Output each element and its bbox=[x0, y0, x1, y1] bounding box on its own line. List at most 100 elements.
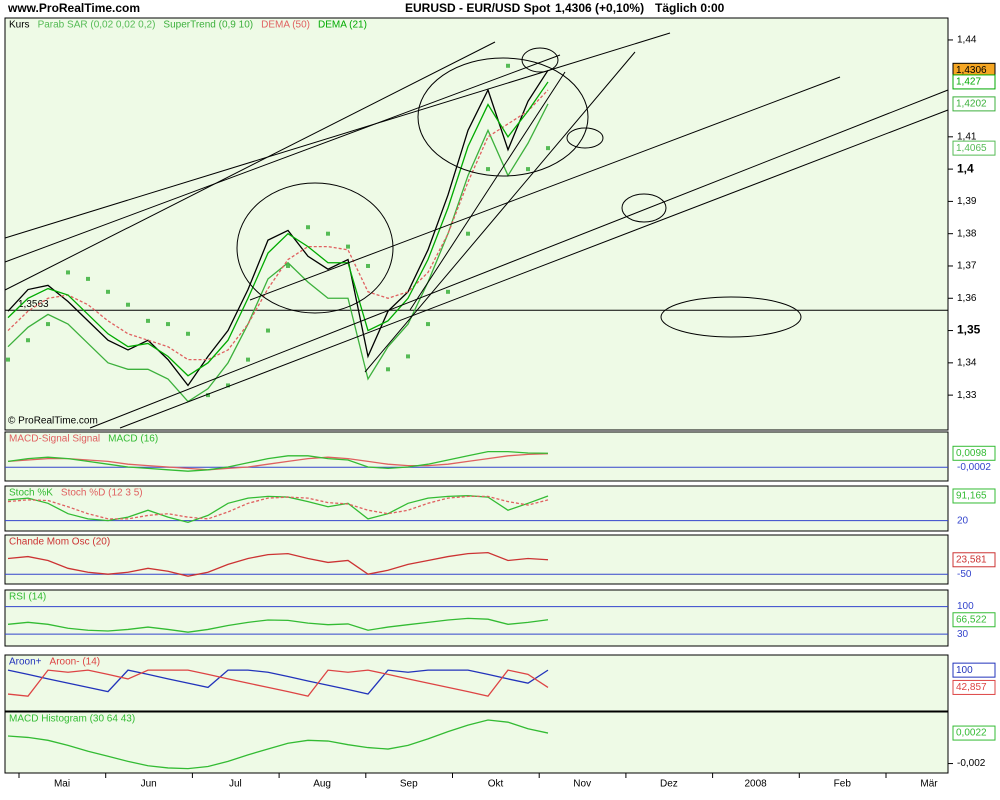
value-box bbox=[952, 612, 996, 628]
panel-frame bbox=[4, 534, 949, 585]
x-tick-label: Nov bbox=[573, 779, 591, 790]
panel-frame bbox=[4, 431, 949, 482]
value-label: 1,4065 bbox=[956, 143, 987, 154]
value-label: 100 bbox=[956, 665, 973, 676]
value-box bbox=[952, 74, 996, 90]
value-label: 66,522 bbox=[956, 614, 987, 625]
y-tick-label: 1,38 bbox=[957, 228, 977, 239]
value-box bbox=[952, 488, 996, 504]
series-line bbox=[7, 81, 549, 377]
trend-line bbox=[89, 89, 949, 429]
level-label: 1,3563 bbox=[18, 299, 49, 310]
ellipse bbox=[660, 296, 802, 338]
panel-frame bbox=[4, 17, 949, 431]
value-box bbox=[952, 445, 996, 461]
trend-line bbox=[119, 109, 949, 429]
series-line bbox=[7, 551, 549, 577]
drawings bbox=[4, 32, 949, 429]
sar-dot bbox=[306, 225, 310, 230]
sar-dot bbox=[126, 302, 130, 307]
y-tick-label: 100 bbox=[957, 601, 974, 612]
sar-dot bbox=[446, 289, 450, 294]
value-box bbox=[952, 552, 996, 568]
panel-frame bbox=[4, 711, 949, 774]
sar-dot bbox=[26, 338, 30, 343]
legend-entry: Aroon+ bbox=[9, 657, 42, 668]
legend-entry: Kurs bbox=[9, 20, 30, 31]
y-tick-label: 1,44 bbox=[957, 35, 977, 46]
value-label: 91,165 bbox=[956, 491, 987, 502]
y-tick-label: 1,37 bbox=[957, 261, 977, 272]
y-tick-label: 20 bbox=[957, 515, 969, 526]
value-label: 1,4306 bbox=[956, 65, 987, 76]
series-line bbox=[7, 89, 549, 361]
instrument: EURUSD - EUR/USD Spot bbox=[405, 1, 550, 15]
value-label: 0,0098 bbox=[956, 448, 987, 459]
legend-entry: MACD Histogram (30 64 43) bbox=[9, 714, 135, 725]
value-label: 1,4202 bbox=[956, 99, 987, 110]
sar-dot bbox=[86, 276, 90, 281]
copyright: © ProRealTime.com bbox=[8, 416, 98, 427]
ellipse bbox=[236, 182, 394, 314]
sar-dot bbox=[286, 263, 290, 268]
value-label: 1,427 bbox=[956, 77, 981, 88]
sar-dot bbox=[346, 244, 350, 249]
trend-line bbox=[409, 71, 566, 311]
sar-dot bbox=[226, 383, 230, 388]
legend-entry: SuperTrend (0,9 10) bbox=[163, 20, 253, 31]
sar-dot bbox=[426, 322, 430, 327]
value-box bbox=[952, 140, 996, 156]
trend-line bbox=[249, 76, 841, 301]
sar-dot bbox=[246, 357, 250, 362]
series-line bbox=[7, 495, 549, 524]
ellipse bbox=[566, 127, 604, 149]
series-line bbox=[7, 453, 549, 471]
sar-dot bbox=[326, 231, 330, 236]
y-tick-label: 1,41 bbox=[957, 131, 977, 142]
y-tick-label: 1,35 bbox=[957, 323, 981, 337]
sar-dot bbox=[546, 146, 550, 151]
series-line bbox=[7, 69, 549, 387]
trend-line bbox=[364, 51, 636, 373]
trend-line bbox=[4, 54, 561, 263]
legend-entry: MACD-Signal Signal bbox=[9, 434, 100, 445]
value-box bbox=[952, 662, 996, 678]
value-label: 0,0022 bbox=[956, 728, 987, 739]
x-tick-label: Dez bbox=[660, 779, 678, 790]
quote: 1,4306 (+0,10%) bbox=[555, 1, 644, 15]
x-tick-label: Mär bbox=[920, 779, 938, 790]
y-tick-label: -0,002 bbox=[957, 758, 986, 769]
y-tick-label: 1,33 bbox=[957, 390, 977, 401]
series-line bbox=[7, 103, 549, 403]
x-tick-label: Aug bbox=[313, 779, 331, 790]
y-tick-label: 1,36 bbox=[957, 293, 977, 304]
sar-dot bbox=[146, 318, 150, 323]
x-tick-label: Okt bbox=[488, 779, 504, 790]
legend-entry: DEMA (50) bbox=[261, 20, 310, 31]
x-tick-label: Mai bbox=[54, 779, 70, 790]
panel-frame bbox=[4, 654, 949, 712]
panels: 1,44 1,41 1,4 1,39 1,38 1,37 1,36 1,35 1,34 1,33 1… bbox=[4, 17, 996, 790]
sar-dot bbox=[466, 231, 470, 236]
series-line bbox=[7, 617, 549, 633]
legend-entry: RSI (14) bbox=[9, 592, 46, 603]
sar-dot bbox=[526, 167, 530, 172]
x-tick-label: 2008 bbox=[744, 779, 767, 790]
legend-entry: Aroon- (14) bbox=[50, 657, 101, 668]
value-label: 23,581 bbox=[956, 554, 987, 565]
x-tick-label: Jun bbox=[141, 779, 157, 790]
sar-dot bbox=[406, 354, 410, 359]
value-box bbox=[952, 679, 996, 695]
y-tick-label: 1,4 bbox=[957, 161, 974, 175]
sar-dot bbox=[506, 63, 510, 68]
series-line bbox=[7, 669, 549, 697]
sar-dot bbox=[366, 263, 370, 268]
sar-dot bbox=[106, 289, 110, 294]
y-tick-label: -50 bbox=[957, 569, 972, 580]
trend-line bbox=[4, 41, 496, 291]
series-line bbox=[7, 669, 549, 695]
value-box bbox=[952, 96, 996, 112]
period: Täglich 0:00 bbox=[655, 1, 725, 15]
y-tick-label: 30 bbox=[957, 629, 969, 640]
